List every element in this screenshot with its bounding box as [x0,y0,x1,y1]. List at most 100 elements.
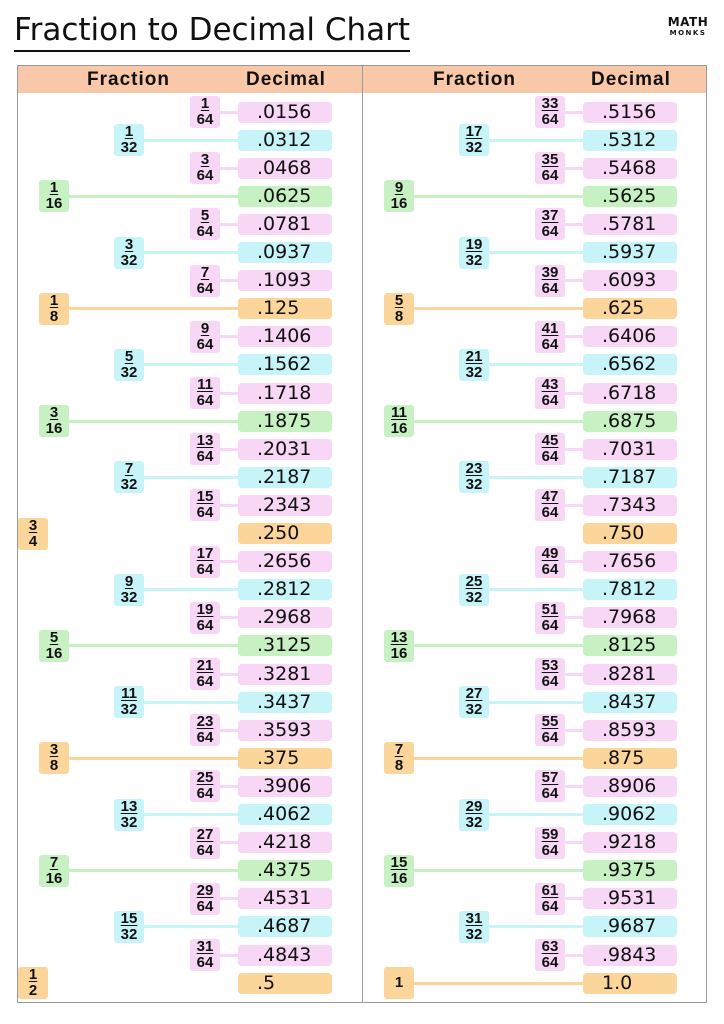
fraction-numerator: 7 [124,460,134,478]
fraction-denominator: 64 [196,616,214,634]
fraction-header: Fraction [433,69,516,90]
row-connector [218,503,240,507]
fraction-numerator: 57 [541,769,559,787]
row-connector [563,166,585,170]
logo-text-top: MATH [667,15,709,29]
fraction-numerator: 1 [124,123,134,141]
row-connector [563,897,585,901]
row-connector [563,841,585,845]
fraction-numerator: 29 [196,881,214,899]
fraction-numerator: 61 [541,881,559,899]
fraction-box: 23 32 [459,461,489,494]
row-connector [412,194,585,198]
decimal-value: .625 [583,298,677,320]
fraction-box: 1 16 [39,179,69,213]
decimal-value: .5937 [583,242,677,263]
decimal-value: .2968 [238,607,332,629]
decimal-header: Decimal [591,69,671,90]
fraction-box: 51 64 [535,601,565,634]
fraction-box: 29 32 [459,798,489,831]
decimal-value: .3906 [238,775,332,797]
fraction-numerator: 27 [465,685,483,703]
page-title: Fraction to Decimal Chart [14,10,411,52]
row-connector [142,925,240,929]
fraction-box: 11 64 [190,377,220,409]
fraction-denominator: 8 [394,757,404,775]
right-column-header: Fraction Decimal [363,66,706,93]
fraction-denominator: 32 [465,363,483,381]
fraction-numerator: 1 [49,291,59,309]
fraction-denominator: 64 [196,111,214,128]
fraction-denominator: 64 [196,785,214,803]
fraction-box: 7 16 [39,854,69,887]
fraction-numerator: 17 [465,123,483,141]
fraction-numerator: 43 [541,376,559,393]
fraction-numerator: 31 [196,938,214,955]
row-connector [563,672,585,676]
fraction-denominator: 64 [541,785,559,803]
fraction-numerator: 37 [541,207,559,225]
fraction-denominator: 64 [196,841,214,859]
fraction-box: 13 32 [114,798,144,831]
fraction-numerator: 5 [394,291,404,309]
fraction-denominator: 64 [541,673,559,690]
fraction-numerator: 39 [541,263,559,281]
row-connector [67,869,240,873]
decimal-value: .9218 [583,832,677,854]
decimal-value: .0625 [238,185,332,207]
fraction-numerator: 19 [465,235,483,253]
decimal-value: .4375 [238,860,332,882]
decimal-value: .5468 [583,157,677,179]
fraction-numerator: 1 [49,179,59,197]
fraction-denominator: 16 [390,420,408,438]
decimal-value: .6093 [583,270,677,292]
fraction-box: 7 64 [190,264,220,297]
decimal-value: .9687 [583,916,677,938]
fraction-box: 9 64 [190,320,220,353]
fraction-numerator: 13 [196,432,214,450]
fraction-box: 21 32 [459,348,489,381]
fraction-numerator: 47 [541,488,559,506]
fraction-box: 55 64 [535,714,565,747]
row-connector [412,981,585,985]
fraction-box: 9 32 [114,573,144,606]
fraction-denominator: 64 [196,167,214,185]
fraction-box: 43 64 [535,377,565,409]
decimal-value: .0312 [238,129,332,151]
decimal-value: .1875 [238,410,332,432]
fraction-denominator: 32 [465,476,483,494]
row-connector [487,925,585,929]
fraction-whole: 1 [394,974,404,992]
fraction-numerator: 49 [541,544,559,562]
fraction-denominator: 32 [120,813,138,831]
row-connector [563,391,585,395]
row-connector [218,616,240,620]
fraction-numerator: 19 [196,600,214,618]
fraction-numerator: 3 [49,404,59,422]
row-connector [487,813,585,816]
row-connector [67,307,240,311]
decimal-value: .3593 [238,719,332,741]
fraction-numerator: 11 [391,404,407,422]
decimal-value: .7343 [583,494,677,516]
fraction-box: 39 64 [535,263,565,297]
fraction-numerator: 11 [197,376,213,393]
decimal-value: .6406 [583,326,677,348]
decimal-value: .7031 [583,438,677,460]
row-connector [67,644,240,648]
fraction-denominator: 64 [541,335,559,353]
row-connector [412,756,585,760]
decimal-value: .0781 [238,213,332,235]
decimal-value: .0937 [238,242,332,263]
fraction-denominator: 64 [196,673,214,690]
fraction-denominator: 16 [45,195,63,213]
row-connector [563,784,585,788]
row-connector [218,672,240,676]
row-connector [142,251,240,254]
decimal-value: .5 [238,972,332,994]
row-connector [142,813,240,816]
row-connector [412,307,585,311]
math-monks-logo: MATH MONKS [662,15,714,38]
